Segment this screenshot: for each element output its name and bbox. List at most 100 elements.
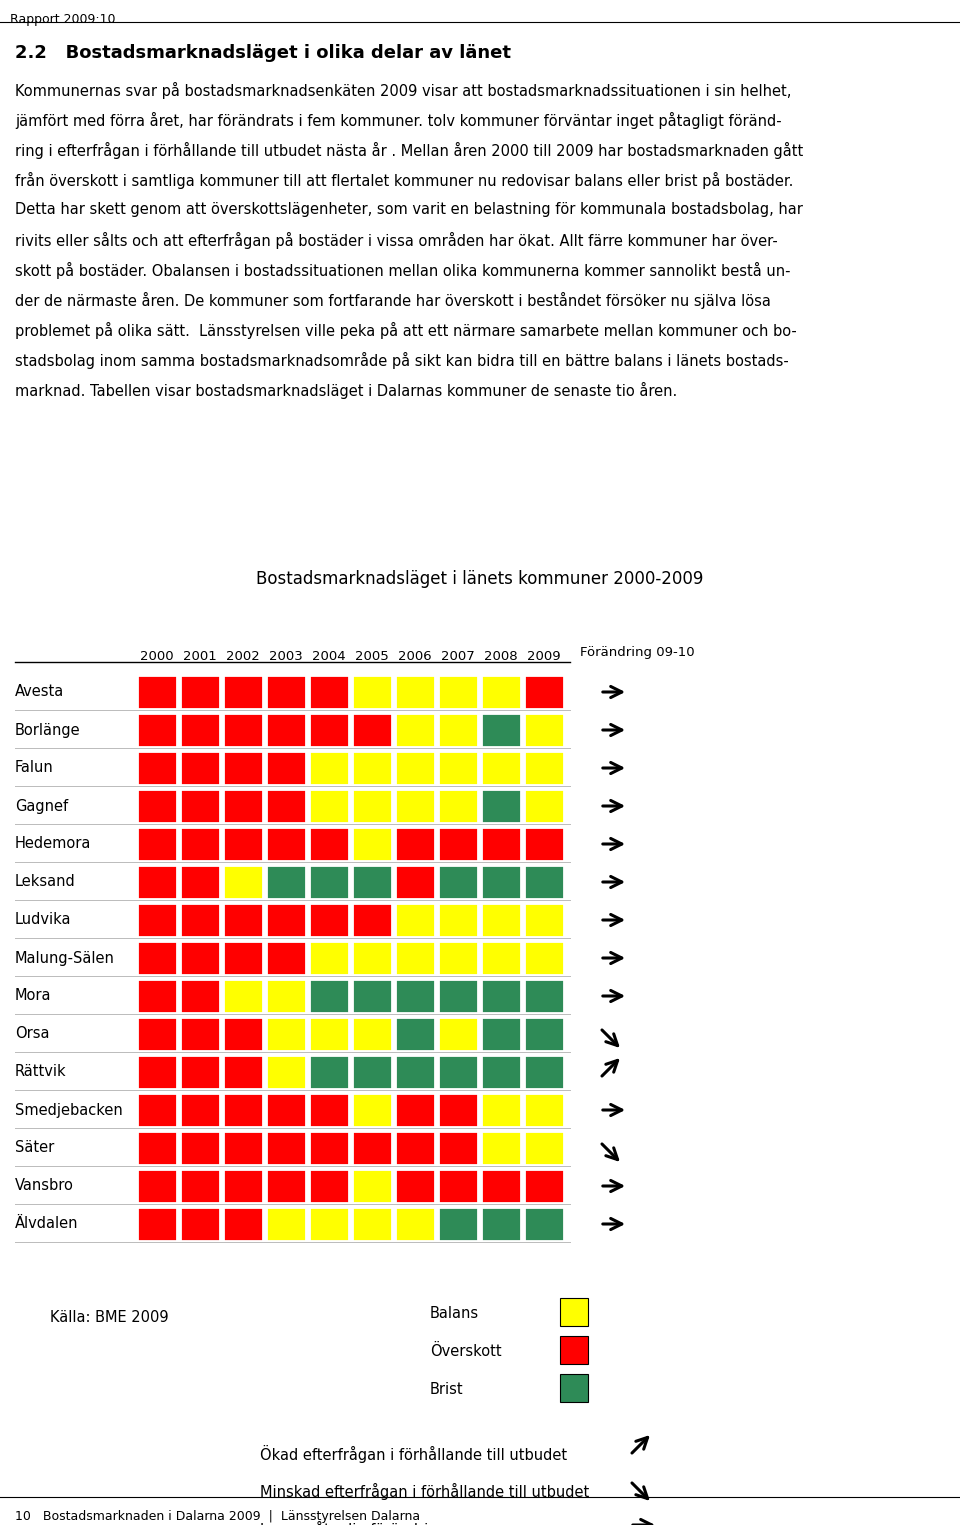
Bar [351,1055,392,1089]
Bar [351,788,392,824]
Bar [223,979,262,1013]
Bar [308,1206,348,1241]
Bar [438,941,477,974]
Text: 2008: 2008 [484,650,517,663]
Bar [180,979,220,1013]
Bar [351,941,392,974]
Bar [308,1132,348,1165]
Text: marknad. Tabellen visar bostadsmarknadsläget i Dalarnas kommuner de senaste tio : marknad. Tabellen visar bostadsmarknadsl… [15,381,677,400]
Bar [308,1170,348,1203]
Bar [180,1017,220,1051]
Bar [180,1132,220,1165]
Bar [481,979,520,1013]
Text: stadsbolag inom samma bostadsmarknadsområde på sikt kan bidra till en bättre bal: stadsbolag inom samma bostadsmarknadsomr… [15,352,789,369]
Bar [266,714,305,747]
Bar [523,1170,564,1203]
Bar [180,827,220,862]
Text: ring i efterfrågan i förhållande till utbudet nästa år . Mellan åren 2000 till 2: ring i efterfrågan i förhållande till ut… [15,142,804,159]
Bar [438,788,477,824]
Bar [438,714,477,747]
Bar [266,827,305,862]
Bar [438,676,477,709]
Bar [523,941,564,974]
Text: Balans: Balans [430,1305,479,1321]
Text: från överskott i samtliga kommuner till att flertalet kommuner nu redovisar bala: från överskott i samtliga kommuner till … [15,172,793,189]
Text: Brist: Brist [430,1382,464,1397]
Bar [180,750,220,785]
Bar [523,979,564,1013]
Bar [351,903,392,936]
Bar [481,1017,520,1051]
Bar [395,827,435,862]
Bar [438,903,477,936]
Bar [438,750,477,785]
Bar [266,1055,305,1089]
Bar [481,750,520,785]
Bar [136,1093,177,1127]
Bar [523,788,564,824]
Bar [266,1017,305,1051]
Text: Kommunernas svar på bostadsmarknadsenkäten 2009 visar att bostadsmarknadssituati: Kommunernas svar på bostadsmarknadsenkät… [15,82,791,99]
Bar [308,750,348,785]
Bar [266,979,305,1013]
Bar [523,676,564,709]
Bar [223,788,262,824]
Bar [223,1170,262,1203]
Bar [438,865,477,900]
Bar [136,714,177,747]
Text: Bostadsmarknadsläget i länets kommuner 2000-2009: Bostadsmarknadsläget i länets kommuner 2… [256,570,704,589]
Bar [136,750,177,785]
Bar [395,676,435,709]
Bar [266,941,305,974]
Bar [308,865,348,900]
Bar [481,865,520,900]
Bar [223,1132,262,1165]
Bar [223,1206,262,1241]
Bar [266,1132,305,1165]
Bar [395,1093,435,1127]
Text: Orsa: Orsa [15,1026,50,1042]
Bar [180,788,220,824]
Bar [308,1093,348,1127]
Text: Malung-Sälen: Malung-Sälen [15,950,115,965]
Bar [136,979,177,1013]
Bar [523,1017,564,1051]
Bar [180,676,220,709]
Text: 2002: 2002 [226,650,259,663]
Bar [481,903,520,936]
Bar [395,1206,435,1241]
Bar [438,1093,477,1127]
Bar [223,1055,262,1089]
Text: Gagnef: Gagnef [15,799,68,813]
Bar [481,788,520,824]
Bar [395,1170,435,1203]
Bar [266,1206,305,1241]
Bar [223,865,262,900]
Bar [481,1093,520,1127]
Bar [351,750,392,785]
Bar [395,979,435,1013]
Bar [180,1093,220,1127]
Bar [351,1132,392,1165]
Bar [523,1055,564,1089]
Text: 2007: 2007 [441,650,474,663]
Text: 10   Bostadsmarknaden i Dalarna 2009  |  Länsstyrelsen Dalarna: 10 Bostadsmarknaden i Dalarna 2009 | Län… [15,1510,420,1523]
Text: 2003: 2003 [269,650,302,663]
Bar [308,788,348,824]
Bar [136,788,177,824]
Bar [395,903,435,936]
Bar [308,903,348,936]
Bar [180,714,220,747]
Bar [136,827,177,862]
Bar [136,941,177,974]
Bar [395,788,435,824]
Bar [266,676,305,709]
Text: Överskott: Överskott [430,1344,502,1359]
Text: Rapport 2009:10: Rapport 2009:10 [10,14,115,26]
Bar [481,676,520,709]
Bar [395,750,435,785]
Bar [395,1017,435,1051]
Bar [223,941,262,974]
Text: 2006: 2006 [397,650,431,663]
Text: der de närmaste åren. De kommuner som fortfarande har överskott i beståndet förs: der de närmaste åren. De kommuner som fo… [15,291,771,310]
